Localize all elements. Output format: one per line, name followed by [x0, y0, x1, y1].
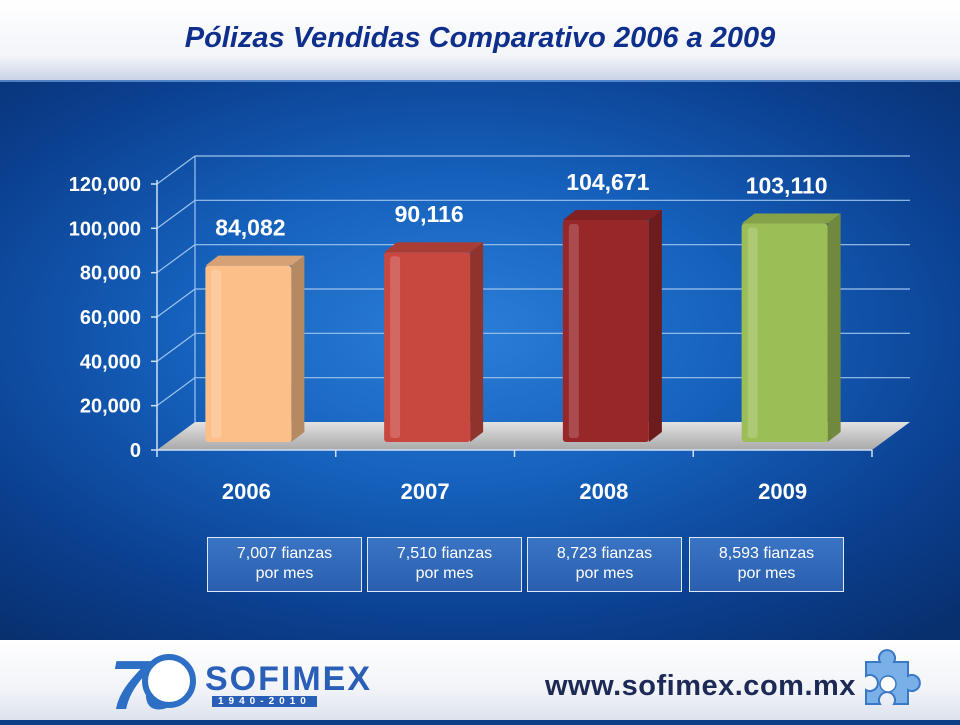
x-tick-label: 2007 — [401, 479, 450, 504]
chart-floor — [157, 422, 910, 450]
header-divider — [0, 80, 960, 82]
bar-highlight — [568, 223, 579, 438]
bar-2006 — [205, 255, 305, 442]
note-line-2: por mes — [255, 565, 314, 582]
note-line-2: por mes — [737, 565, 796, 582]
bar-2008 — [562, 209, 662, 442]
value-label: 103,110 — [746, 172, 828, 198]
logo-emblem-icon — [142, 654, 196, 708]
y-tick-label: 80,000 — [80, 263, 141, 285]
value-labels: 84,082 90,116 104,671 103,110 — [215, 169, 827, 241]
note-line-1: 7,007 fianzas — [236, 545, 333, 562]
y-tick-label: 20,000 — [80, 396, 141, 418]
x-tick-label: 2009 — [758, 479, 807, 504]
bar-highlight — [747, 227, 758, 438]
y-tick-label: 120,000 — [69, 174, 141, 196]
bar-2007 — [384, 242, 484, 442]
value-label: 84,082 — [215, 215, 285, 241]
value-label: 104,671 — [566, 169, 649, 195]
x-tick-label: 2008 — [579, 479, 628, 504]
monthly-note-2007: 7,510 fianzas por mes — [367, 537, 522, 592]
grid-line-diagonal — [156, 288, 196, 318]
x-axis-labels: 2006 2007 2008 2009 — [222, 479, 807, 504]
value-label: 90,116 — [395, 201, 464, 227]
grid-line-diagonal — [156, 332, 196, 362]
grid-line-diagonal — [156, 155, 196, 185]
bar-side — [291, 255, 305, 442]
note-line-1: 8,723 fianzas — [556, 545, 653, 562]
note-line-1: 8,593 fianzas — [718, 545, 815, 562]
note-line-1: 7,510 fianzas — [396, 545, 493, 562]
x-tick-label: 2006 — [222, 479, 271, 504]
bar-side — [648, 209, 662, 442]
chart-title: Pólizas Vendidas Comparativo 2006 a 2009 — [184, 22, 776, 54]
y-tick-label: 0 — [130, 440, 141, 462]
bar-2009 — [741, 213, 841, 442]
grid-line-diagonal — [156, 199, 196, 229]
monthly-note-2008: 8,723 fianzas por mes — [527, 537, 682, 592]
y-tick-label: 60,000 — [80, 307, 141, 329]
logo-years: 1940-2010 — [212, 696, 317, 707]
bar-highlight — [211, 269, 222, 438]
note-line-2: por mes — [575, 565, 634, 582]
bar-side — [470, 242, 484, 442]
bar-front — [562, 219, 649, 442]
bar-highlight — [390, 256, 401, 438]
header-band — [0, 0, 960, 80]
y-axis-ticks: 0 20,000 40,000 60,000 80,000 100,000 120,000 — [69, 174, 157, 462]
monthly-note-2006: 7,007 fianzas por mes — [207, 537, 362, 592]
bar-side — [827, 213, 841, 442]
bars — [205, 209, 841, 442]
bar-top — [562, 209, 662, 220]
website-url: www.sofimex.com.mx — [545, 670, 856, 702]
puzzle-piece-icon — [865, 649, 921, 705]
y-tick-label: 100,000 — [69, 218, 141, 240]
bar-front — [741, 223, 828, 442]
y-tick-label: 40,000 — [80, 351, 141, 373]
bar-top — [741, 213, 841, 224]
bar-top — [205, 255, 305, 266]
logo-name: SOFIMEX — [205, 660, 373, 698]
monthly-note-2009: 8,593 fianzas por mes — [689, 537, 844, 592]
bar-front — [384, 252, 471, 442]
note-line-2: por mes — [415, 565, 474, 582]
grid-line-diagonal — [156, 244, 196, 274]
bar-top — [384, 242, 484, 253]
bar-front — [205, 265, 292, 442]
grid-line-diagonal — [156, 377, 196, 407]
